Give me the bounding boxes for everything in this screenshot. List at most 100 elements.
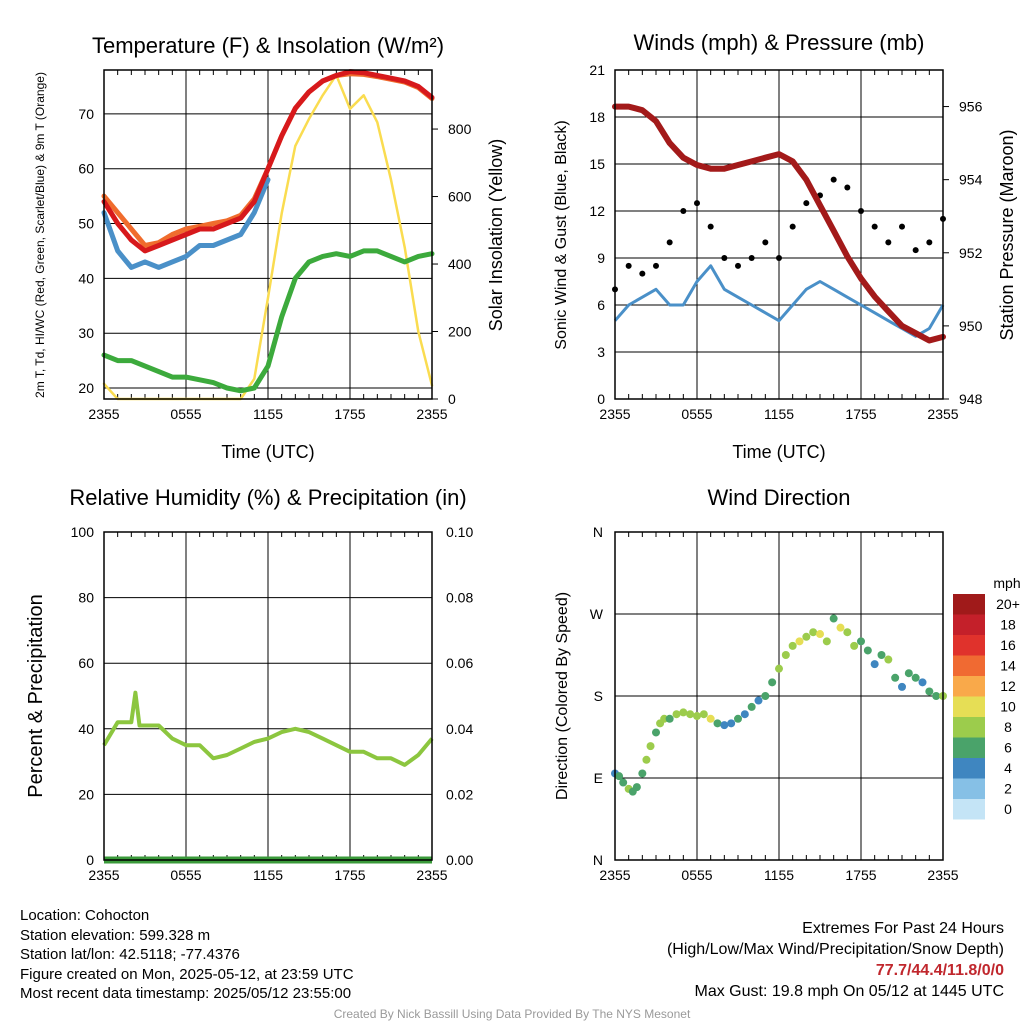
y-tick-label: E xyxy=(594,770,603,786)
direction-point xyxy=(802,632,811,641)
y-tick-label: 0 xyxy=(597,391,605,407)
gust-point xyxy=(899,223,905,230)
legend-label: 6 xyxy=(1004,740,1012,756)
direction-point xyxy=(632,783,641,792)
x-tick-label: 1155 xyxy=(764,867,794,883)
direction-point xyxy=(642,755,651,764)
gust-point xyxy=(639,270,646,277)
direction-point xyxy=(775,664,783,673)
direction-point xyxy=(672,710,681,719)
y-tick-label: 20 xyxy=(78,380,94,396)
x-tick-label: 2355 xyxy=(599,406,630,422)
gust-point xyxy=(858,208,864,214)
x-tick-label: 0555 xyxy=(170,406,201,422)
x-tick-label: 2355 xyxy=(88,867,119,883)
legend-title: mph xyxy=(993,575,1020,591)
plot-border xyxy=(614,531,944,861)
direction-point xyxy=(870,660,879,669)
direction-point xyxy=(706,714,715,723)
y-tick-label: W xyxy=(590,606,604,622)
y-axis-label-left: Sonic Wind & Gust (Blue, Black) xyxy=(553,120,570,349)
direction-point xyxy=(619,778,628,787)
x-tick-label: 0555 xyxy=(681,406,712,422)
x-tick-label: 1755 xyxy=(845,406,876,422)
direction-point xyxy=(740,710,749,719)
direction-point xyxy=(816,630,824,639)
credit-line: Created By Nick Bassill Using Data Provi… xyxy=(333,1007,691,1021)
legend-label: 0 xyxy=(1004,801,1012,817)
legend-label: 4 xyxy=(1004,760,1012,776)
direction-point xyxy=(904,669,913,678)
y-tick-label: 9 xyxy=(597,250,605,266)
gust-point xyxy=(735,262,741,269)
direction-point xyxy=(891,673,900,682)
gust-point xyxy=(776,255,782,261)
y-right-tick-label: 948 xyxy=(959,391,983,407)
legend-label: 10 xyxy=(1000,699,1016,715)
series-line-heat_wind_chill xyxy=(101,177,271,270)
gust-point xyxy=(912,247,919,254)
x-tick-label: 2355 xyxy=(416,406,447,422)
gust-point xyxy=(721,255,728,261)
x-tick-label: 1155 xyxy=(764,406,794,422)
extremes-values: 77.7/44.4/11.8/0/0 xyxy=(875,962,1004,979)
y-tick-label: 50 xyxy=(78,216,94,232)
x-tick-label: 2355 xyxy=(416,867,447,883)
x-tick-label: 1155 xyxy=(253,867,283,883)
direction-point xyxy=(720,721,729,730)
y-tick-label: 18 xyxy=(589,109,605,125)
legend-label: 12 xyxy=(1000,678,1016,694)
direction-point xyxy=(809,628,818,637)
direction-point xyxy=(761,692,770,700)
y-tick-label: 30 xyxy=(78,325,94,341)
legend-swatch xyxy=(953,655,985,676)
x-axis-label: Time (UTC) xyxy=(732,442,825,462)
direction-point xyxy=(686,710,695,719)
winds-panel: 2355 0555 1155 1755 235503691215182194895095… xyxy=(553,30,1017,462)
direction-point xyxy=(918,678,927,687)
direction-point xyxy=(727,719,736,728)
extremes-title: Extremes For Past 24 Hours xyxy=(802,920,1004,937)
legend-label: 16 xyxy=(1000,637,1016,653)
gust-point xyxy=(885,239,892,246)
y-tick-label: N xyxy=(593,852,603,868)
direction-point xyxy=(699,710,708,719)
legend-label: 14 xyxy=(1000,658,1016,674)
gust-point xyxy=(680,208,687,214)
y-tick-label: 60 xyxy=(78,161,94,177)
direction-point xyxy=(734,714,742,723)
y-axis-label-left: Direction (Colored By Speed) xyxy=(554,592,571,800)
x-tick-label: 1755 xyxy=(845,867,876,883)
y-tick-label: 70 xyxy=(78,106,94,122)
y-right-tick-label: 800 xyxy=(448,121,472,137)
direction-point xyxy=(615,772,624,781)
direction-point xyxy=(788,641,797,650)
y-tick-label: 3 xyxy=(597,344,605,360)
x-axis-label: Time (UTC) xyxy=(221,442,314,462)
y-right-tick-label: 950 xyxy=(959,318,983,334)
y-tick-label: N xyxy=(593,524,603,540)
direction-point xyxy=(795,637,804,646)
y-tick-label: 40 xyxy=(78,721,94,737)
legend-swatch xyxy=(953,737,985,758)
x-tick-label: 2355 xyxy=(927,867,958,883)
y-tick-label: 12 xyxy=(589,203,605,219)
y-right-tick-label: 0.06 xyxy=(446,655,473,671)
series-line-rh xyxy=(102,690,434,767)
station-location: Location: Cohocton xyxy=(20,907,150,924)
y-right-tick-label: 400 xyxy=(448,256,472,272)
direction-point xyxy=(836,623,845,632)
figure-created: Figure created on Mon, 2025-05-12, at 23… xyxy=(20,965,354,983)
direction-point xyxy=(781,651,790,659)
direction-point xyxy=(829,614,838,623)
max-gust: Max Gust: 19.8 mph On 05/12 at 1445 UTC xyxy=(694,983,1005,1000)
gust-point xyxy=(707,223,714,230)
x-tick-label: 2355 xyxy=(927,406,958,422)
direction-point xyxy=(822,637,831,646)
y-tick-label: S xyxy=(594,688,603,704)
legend-label: 18 xyxy=(1000,617,1016,633)
legend-swatch xyxy=(953,758,985,779)
x-tick-label: 2355 xyxy=(599,867,630,883)
